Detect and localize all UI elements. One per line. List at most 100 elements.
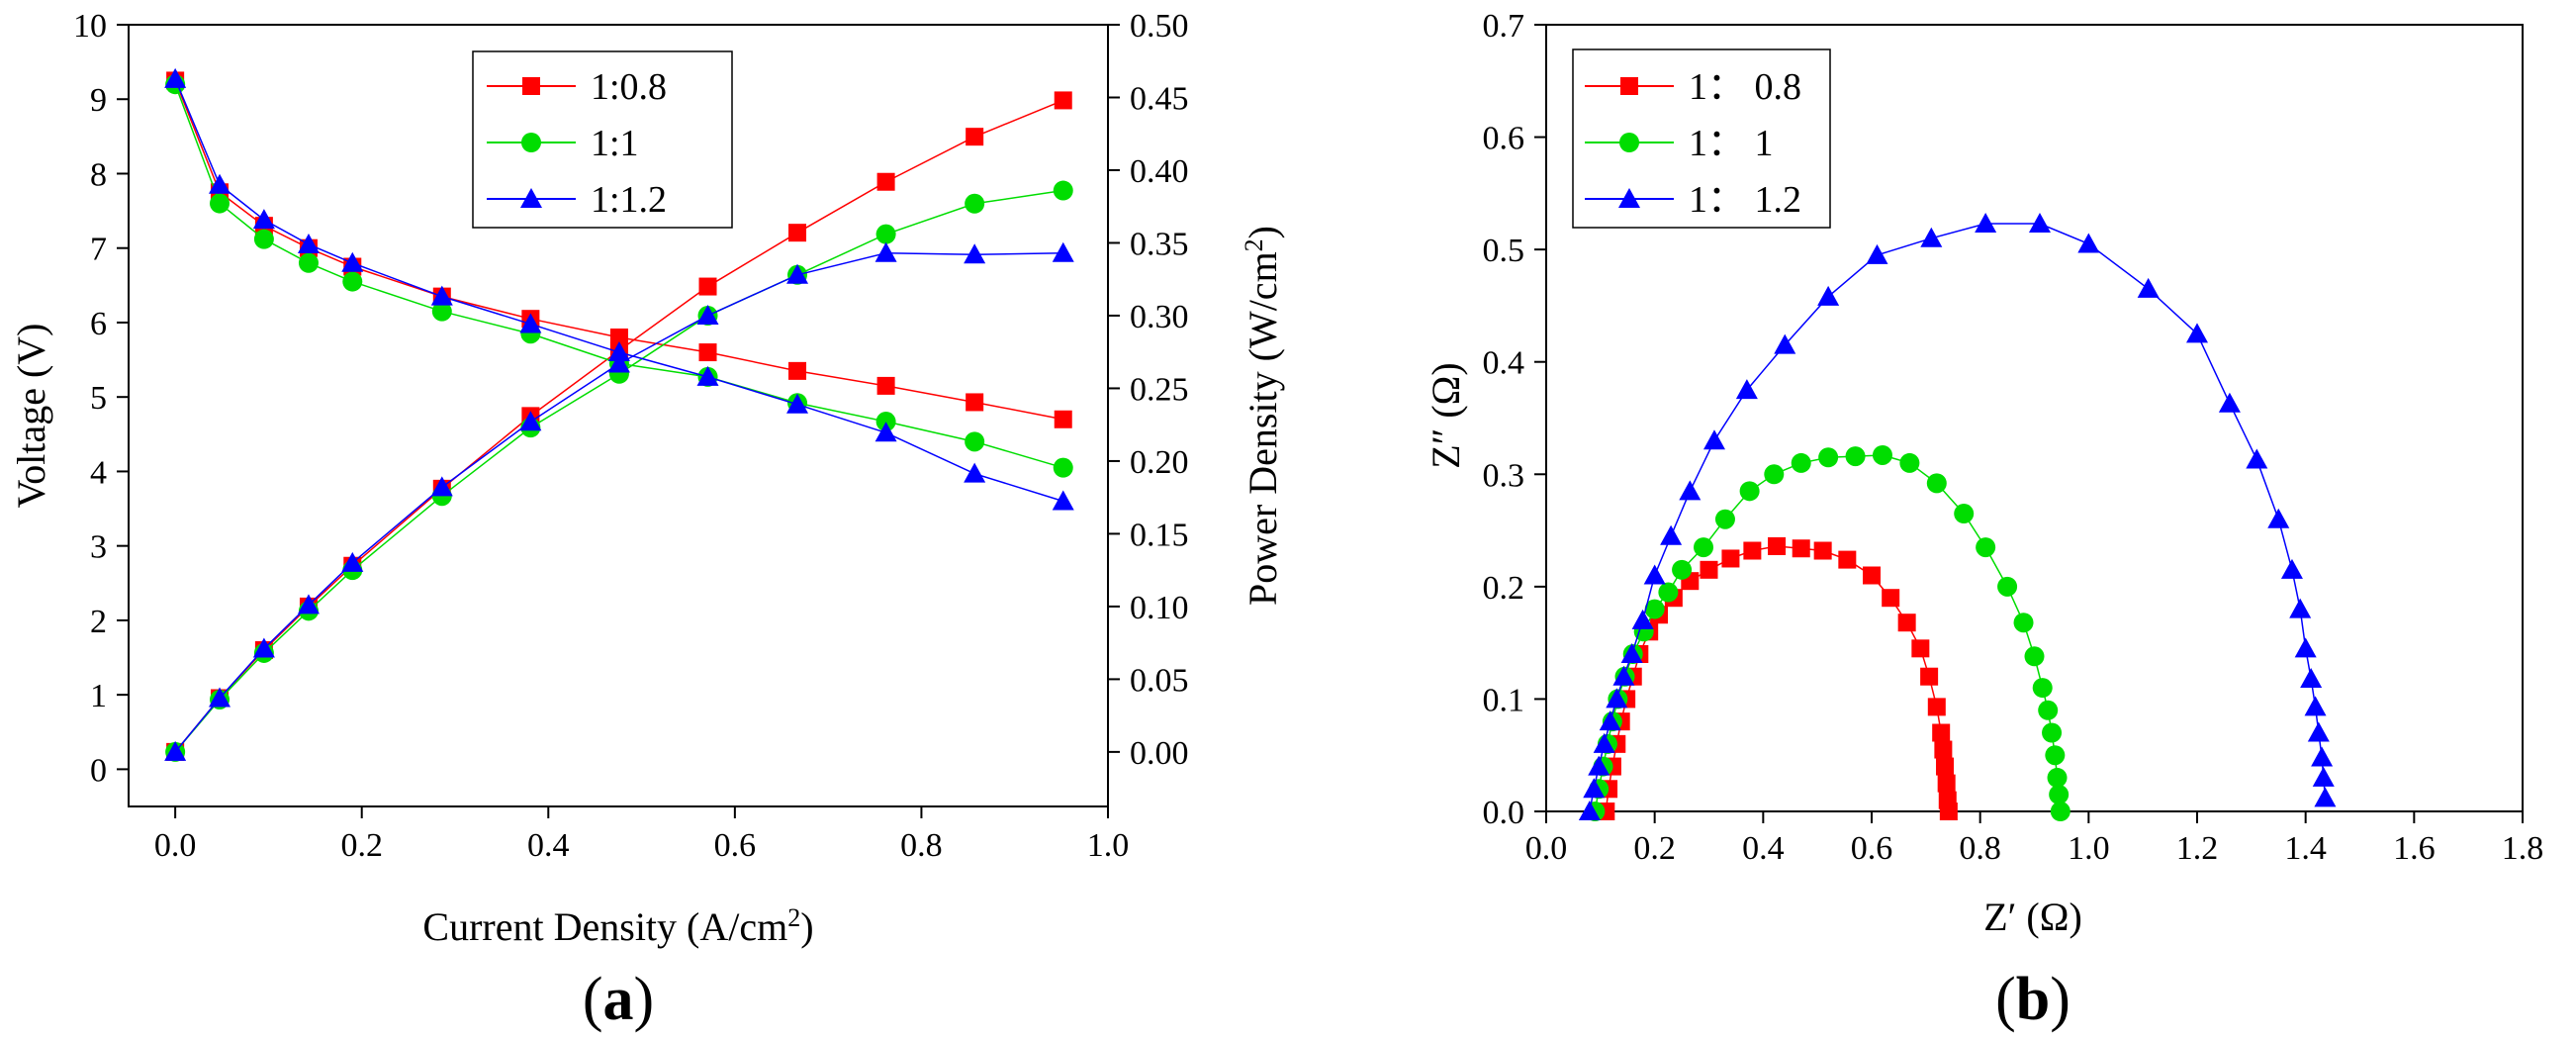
data-point — [1743, 541, 1762, 560]
power-point — [519, 411, 542, 431]
data-point — [2050, 802, 2070, 821]
data-point — [1694, 537, 1714, 558]
data-point — [2032, 678, 2053, 699]
voltage-point — [696, 365, 719, 386]
voltage-point — [341, 251, 364, 272]
series-layer — [164, 67, 1074, 762]
voltage-point — [698, 343, 717, 362]
data-point — [1764, 464, 1785, 485]
data-point — [1721, 549, 1740, 568]
data-point — [2137, 277, 2160, 298]
plot-frame — [1545, 24, 2524, 812]
data-point — [1920, 667, 1939, 686]
data-point — [1631, 609, 1654, 629]
data-point — [1954, 504, 1975, 524]
tick-label: 1 — [90, 678, 107, 714]
power-point — [875, 224, 896, 244]
power-line — [174, 189, 1063, 753]
tick-label: 1.6 — [2393, 830, 2436, 867]
data-point — [1578, 801, 1601, 820]
tick-label: 0.8 — [900, 827, 943, 864]
power-point — [788, 224, 807, 242]
panel-label-close: ) — [2050, 966, 2070, 1033]
voltage-point — [965, 431, 985, 452]
data-point — [1932, 723, 1951, 742]
legend-label: 1:1 — [591, 123, 639, 164]
voltage-point — [607, 341, 630, 362]
axis-ticks: 0.0 0.2 0.4 0.6 0.8 1.0 0 1 2 3 4 5 6 7 8 9 10 0.00 0.05 0.… — [73, 8, 1189, 864]
data-point — [1897, 614, 1916, 632]
tick-label: 0.4 — [1742, 830, 1785, 867]
y2-axis-title-text: Power Density (W/cm — [1241, 251, 1285, 606]
power-point — [209, 687, 231, 708]
tick-label: 2 — [90, 604, 107, 640]
data-point — [1702, 429, 1725, 450]
tick-label: 0.6 — [714, 827, 757, 864]
tick-label: 0.8 — [1959, 830, 2001, 867]
tick-label: 0.6 — [1483, 121, 1525, 157]
data-point — [1934, 740, 1953, 759]
power-line — [174, 252, 1063, 753]
data-point — [1588, 755, 1610, 776]
y2-axis-title-sup: 2 — [1240, 238, 1268, 251]
series-line — [1594, 454, 2062, 812]
tick-label: 1.2 — [2176, 830, 2219, 867]
power-point — [297, 594, 320, 615]
tick-label: 0.2 — [1483, 570, 1525, 607]
data-point — [2267, 508, 2290, 528]
panel-label-letter: b — [2016, 966, 2050, 1033]
data-point — [2280, 558, 2303, 579]
voltage-point — [210, 193, 230, 214]
data-point — [2307, 721, 2330, 742]
tick-label: 1.8 — [2502, 830, 2544, 867]
data-point — [2294, 637, 2317, 658]
voltage-point — [253, 229, 274, 249]
data-point — [1583, 778, 1606, 799]
tick-label: 10 — [73, 8, 107, 45]
data-point — [2314, 787, 2337, 807]
y-axis-title: Voltage (V) — [9, 324, 53, 509]
legend-marker — [1619, 133, 1639, 152]
power-point — [786, 263, 809, 284]
tick-label: 0.40 — [1130, 153, 1189, 190]
tick-label: 0.20 — [1130, 444, 1189, 481]
voltage-point — [431, 301, 452, 322]
data-point — [1911, 639, 1930, 658]
tick-label: 7 — [90, 232, 107, 268]
x-axis-title: Z′ (Ω) — [1983, 895, 2082, 939]
data-point — [1838, 550, 1857, 569]
data-point — [1739, 481, 1760, 502]
data-point — [1872, 444, 1892, 465]
tick-label: 0.0 — [154, 827, 197, 864]
data-point — [1658, 582, 1679, 603]
voltage-point — [164, 67, 187, 88]
tick-label: 0.0 — [1483, 795, 1525, 831]
tick-label: 0.45 — [1130, 80, 1189, 117]
series-triangle — [164, 67, 1074, 761]
power-point — [430, 476, 453, 497]
voltage-point — [297, 233, 320, 253]
legend-label: 1： 1.2 — [1689, 179, 1801, 221]
tick-label: 3 — [90, 529, 107, 566]
tick-label: 4 — [90, 454, 107, 491]
legend-marker — [521, 133, 541, 152]
voltage-point — [875, 412, 896, 432]
legend-marker — [522, 77, 540, 95]
legend-label: 1:0.8 — [591, 66, 667, 108]
data-point — [1926, 473, 1947, 494]
data-point — [1792, 539, 1810, 558]
plot-frame — [128, 24, 1109, 807]
power-point — [1054, 91, 1072, 110]
data-point — [1937, 774, 1956, 793]
data-point — [1612, 665, 1635, 686]
power-point — [964, 243, 986, 264]
voltage-point — [298, 252, 319, 273]
tick-label: 0.4 — [1483, 345, 1525, 382]
voltage-point — [252, 209, 275, 230]
tick-label: 0.05 — [1130, 662, 1189, 699]
tick-label: 6 — [90, 306, 107, 342]
y2-axis-title-tail: ) — [1241, 226, 1285, 238]
power-point — [698, 277, 717, 296]
voltage-point — [788, 361, 807, 380]
y2-axis-title: Power Density (W/cm2) — [1240, 226, 1286, 606]
